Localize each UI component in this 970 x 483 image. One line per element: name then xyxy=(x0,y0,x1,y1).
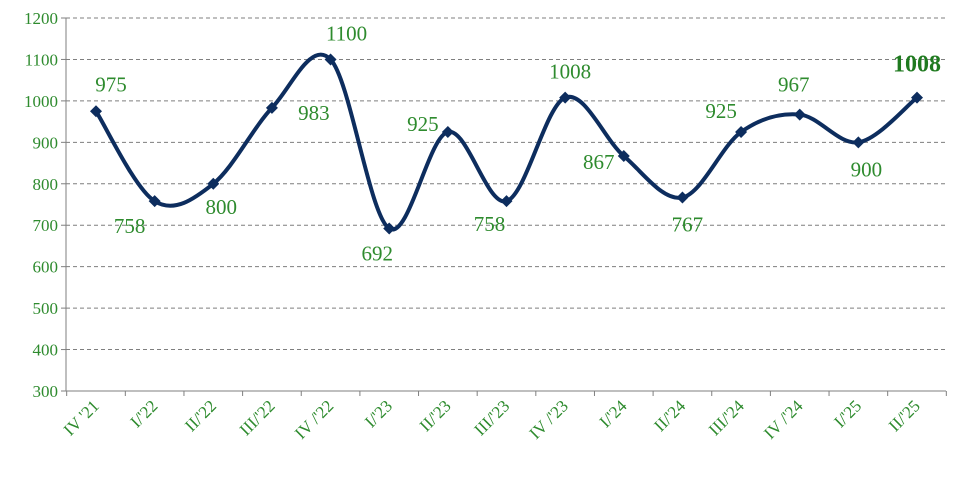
data-label: 900 xyxy=(851,157,883,181)
y-tick-label: 1100 xyxy=(25,50,58,69)
x-tick-label: III/'24 xyxy=(705,396,748,439)
x-tick-label: II/'22 xyxy=(181,396,220,435)
data-point-marker xyxy=(617,150,630,163)
series-line xyxy=(94,52,919,232)
data-labels: 975 758 800 983 1100 692 925 758 1008 867 767 925 96… xyxy=(95,21,941,265)
data-label: 1100 xyxy=(326,21,367,45)
y-tick-label: 1200 xyxy=(24,9,58,28)
x-tick-label: II/'25 xyxy=(885,396,924,435)
y-tick-label: 300 xyxy=(33,382,59,401)
y-tick-label: 600 xyxy=(33,258,59,277)
data-point-marker xyxy=(383,222,396,235)
x-tick-label: III/'23 xyxy=(470,396,513,439)
y-tick-label: 800 xyxy=(33,175,59,194)
data-label: 975 xyxy=(95,72,127,96)
y-tick-label: 700 xyxy=(33,216,59,235)
x-tick-label: III/'22 xyxy=(236,396,279,439)
data-label: 767 xyxy=(672,212,704,236)
data-label: 692 xyxy=(361,242,393,266)
data-label: 1008 xyxy=(549,60,591,84)
data-point-marker xyxy=(676,191,689,204)
x-tick-label: I/'23 xyxy=(361,396,396,431)
data-point-marker xyxy=(148,195,161,208)
x-tick-label: II/'23 xyxy=(416,396,455,435)
data-point-marker xyxy=(500,195,513,208)
data-point-marker xyxy=(793,108,806,121)
series xyxy=(90,52,923,235)
data-point-marker xyxy=(852,136,865,149)
data-point-marker xyxy=(559,91,572,104)
x-tick-label: IV /'24 xyxy=(760,396,807,443)
data-label: 925 xyxy=(705,99,737,123)
data-label: 967 xyxy=(778,73,810,97)
data-point-marker xyxy=(265,101,278,114)
x-tick-label: IV /'23 xyxy=(526,396,572,442)
data-point-marker xyxy=(207,177,220,190)
axes xyxy=(61,17,947,396)
x-tick-label: II/'24 xyxy=(650,396,689,435)
data-point-marker xyxy=(911,91,923,104)
data-point-marker xyxy=(441,125,454,138)
data-label: 800 xyxy=(206,195,238,219)
data-label: 758 xyxy=(114,214,146,238)
x-tick-label: I/'22 xyxy=(127,396,162,431)
data-label: 983 xyxy=(298,101,330,125)
data-point-marker xyxy=(324,53,337,66)
gridlines xyxy=(66,17,946,351)
x-tick-label: IV /'22 xyxy=(291,396,337,442)
data-label: 925 xyxy=(407,112,439,136)
data-label: 867 xyxy=(583,150,615,174)
data-point-marker xyxy=(90,105,102,118)
x-tick-label: IV '21 xyxy=(60,396,103,439)
data-point-marker xyxy=(735,125,748,138)
data-label: 1008 xyxy=(893,52,941,78)
y-tick-label: 400 xyxy=(33,341,59,360)
x-tick-label: I/'25 xyxy=(830,396,865,431)
x-axis-ticks: IV '21 I/'22 II/'22 III/'22 IV /'22 I/'23 II/'… xyxy=(60,396,924,443)
x-tick-label: I/'24 xyxy=(596,396,631,431)
y-axis-ticks: 300 400 500 600 700 800 900 1000 1100 1200 xyxy=(24,9,58,401)
y-tick-label: 900 xyxy=(33,133,59,152)
y-tick-label: 500 xyxy=(33,299,59,318)
data-label: 758 xyxy=(474,212,506,236)
y-tick-label: 1000 xyxy=(24,92,58,111)
